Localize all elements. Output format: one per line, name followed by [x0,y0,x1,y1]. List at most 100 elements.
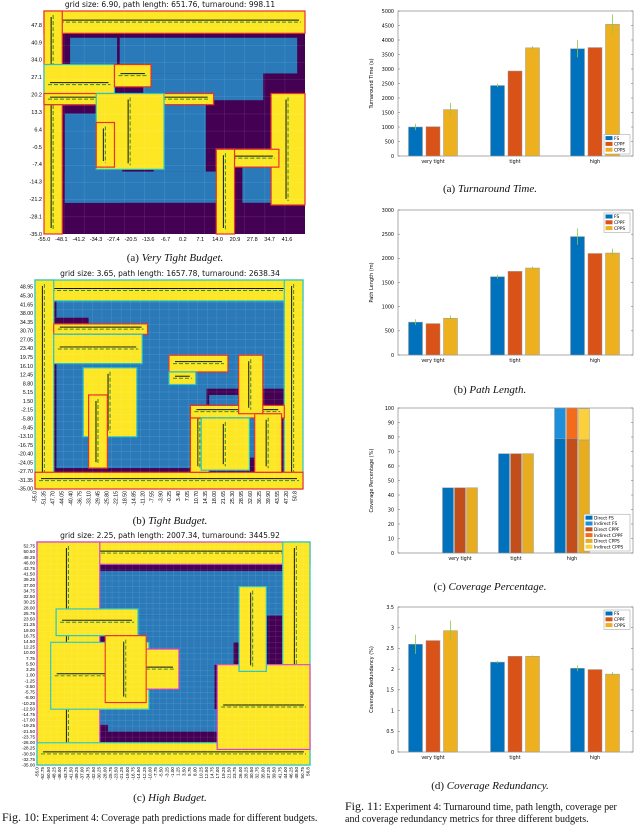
x-tick-label: tight [509,159,520,165]
y-tick-label: 1000 [382,125,394,131]
map-x-tick: -27.4 [107,237,120,243]
fig10-caption: Fig. 10: Experiment 4: Coverage path pre… [2,810,318,824]
map-x-tick: 32.75 [255,767,260,779]
y-tick-label: 1500 [382,110,394,116]
map-y-tick: 1.00 [26,673,35,678]
map-x-tick: 12.50 [204,767,209,779]
map-y-tick: 48.95 [20,285,33,291]
map-x-tick: 14.35 [203,491,209,504]
y-axis-label: Turnaround Time (s) [369,58,375,109]
map-x-tick: -34.3 [90,237,103,243]
y-tick-label: 0 [391,154,394,160]
map-x-tick: 7.1 [196,237,204,243]
y-tick-label: 1 [391,708,394,714]
y-tick-label: 2000 [382,256,394,262]
y-tick-label: 100 [385,406,394,412]
bar-chart-c: 0 10 20 30 40 50 60 70 80 90 100 Coverage Percentag… [369,406,634,562]
map-y-tick: 7.75 [26,656,35,661]
legend-swatch [605,617,613,622]
free-region [56,300,285,318]
bar-fs [570,668,585,753]
bar-fs [490,276,505,356]
map-x-tick: 41.75 [277,767,282,779]
map-x-tick: -36.75 [78,491,84,506]
map-y-tick: -16.75 [18,443,33,449]
map-y-tick: -8.00 [25,695,36,700]
map-y-tick: 25.75 [24,611,36,616]
map-x-tick: -25.80 [104,491,110,506]
map-x-tick: 20.9 [230,237,241,243]
map-y-tick: 23.40 [20,346,33,352]
map-x-tick: -6.7 [161,237,170,243]
legend-swatch [605,147,613,152]
map-x-tick: 14.75 [210,767,215,779]
map-b-title: grid size: 3.65, path length: 1657.78, t… [60,269,280,278]
map-x-tick: -18.50 [122,491,128,506]
legend-label: FS [614,214,619,220]
map-y-tick: -19.25 [22,723,35,728]
legend-swatch [585,538,593,543]
x-tick-label: high [590,358,600,364]
map-x-tick: 18.00 [212,491,218,504]
y-tick-label: 500 [385,329,394,335]
map-c-caption: (c) High Budget. [133,792,207,804]
bar-cppf [425,323,441,356]
map-y-tick: -24.05 [18,460,33,466]
map-x-tick: 28.95 [239,491,245,504]
map-x-tick: -16.75 [131,767,136,780]
legend-label: CPPF [614,142,625,148]
coverage-map-b: 48.95 45.30 41.65 38.00 34.35 30.70 27.05 23.40… [18,279,304,506]
map-y-tick: 48.25 [24,555,36,560]
x-tick-label: very tight [421,755,444,761]
map-y-tick: 34.0 [31,58,42,64]
bar-cppf [587,669,603,753]
map-y-tick: 38.00 [20,311,33,317]
map-x-tick: -12.25 [142,767,147,780]
map-y-tick: 34.75 [24,588,36,593]
bar-cpps [605,252,620,356]
map-y-tick: -27.70 [18,469,33,475]
map-y-tick: 28.00 [24,605,36,610]
map-x-tick: 10.25 [198,767,203,779]
map-y-tick: 13.3 [31,110,42,116]
map-y-tick: -9.45 [21,425,33,431]
map-y-tick: 3.25 [26,667,35,672]
map-x-tick: -1.00 [170,767,175,778]
map-x-tick: 17.00 [215,767,220,779]
map-y-tick: 40.9 [31,40,42,46]
y-tick-label: 0 [391,750,394,756]
map-x-tick: -33.10 [87,491,93,506]
y-axis-label: Coverage Redundancy (%) [369,646,375,713]
map-x-tick: -30.25 [97,767,102,780]
map-x-tick: -50.50 [46,767,51,780]
legend-label: FS [614,611,619,617]
map-x-tick: -55.0 [33,491,39,503]
map-x-tick: -44.05 [60,491,66,506]
bar-indirect-fs [554,407,566,439]
map-x-tick: -23.50 [114,767,119,780]
legend-label: Direct FS [594,515,614,521]
legend-swatch [605,141,613,146]
map-y-tick: 45.30 [20,294,33,300]
bar-direct-cpps [522,453,534,554]
map-x-tick: 7.05 [185,491,191,501]
map-x-tick: 47.20 [284,491,290,504]
chart-c-caption: (c) Coverage Percentage. [433,581,547,593]
bar-fs [408,126,423,157]
legend-swatch [585,521,593,526]
map-x-tick: 50.75 [300,767,305,779]
map-y-tick: 34.35 [20,320,33,326]
bar-fs [490,661,505,753]
y-tick-label: 3.5 [386,605,394,611]
map-x-tick: 39.90 [266,491,272,504]
map-y-tick: -0.5 [33,145,42,151]
y-tick-label: 2 [391,667,394,673]
map-x-tick: -32.50 [91,767,96,780]
map-x-tick: -43.75 [63,767,68,780]
map-y-tick: 10.00 [24,650,36,655]
map-x-tick: -22.15 [113,491,119,506]
y-tick-label: 2500 [382,232,394,238]
chart-d-caption: (d) Coverage Redundancy. [431,780,549,792]
